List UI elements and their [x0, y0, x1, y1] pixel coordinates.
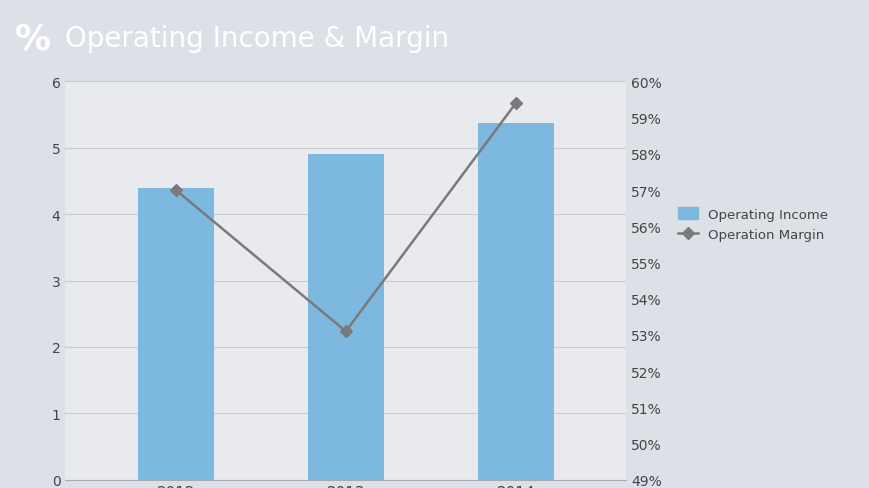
- Bar: [308, 155, 383, 480]
- Text: Operating Income & Margin: Operating Income & Margin: [65, 25, 449, 53]
- Text: %: %: [15, 22, 51, 56]
- Bar: [137, 188, 214, 480]
- Bar: [477, 124, 554, 480]
- Legend: Operating Income, Operation Margin: Operating Income, Operation Margin: [677, 208, 827, 242]
